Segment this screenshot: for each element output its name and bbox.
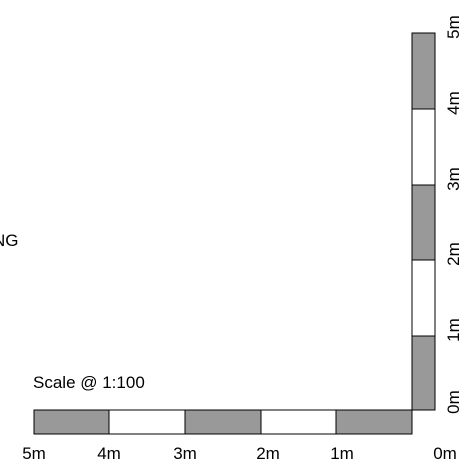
horizontal-scale-bar xyxy=(33,409,413,435)
vertical-scale-bar xyxy=(411,32,436,411)
right-label-1m: 1m xyxy=(444,318,463,342)
bottom-label-4m: 4m xyxy=(97,444,121,463)
right-tick-labels: 0m 1m 2m 3m 4m 5m xyxy=(444,15,463,414)
right-label-3m: 3m xyxy=(444,167,463,191)
bottom-label-3m: 3m xyxy=(173,444,197,463)
h-segment-5m-4m xyxy=(33,409,110,435)
scale-caption: Scale @ 1:100 xyxy=(33,373,145,392)
right-label-2m: 2m xyxy=(444,242,463,266)
h-segment-2m-1m xyxy=(260,409,337,435)
bottom-label-0m: 0m xyxy=(433,444,457,463)
v-segment-0m-1m xyxy=(411,335,436,411)
bottom-label-2m: 2m xyxy=(256,444,280,463)
v-segment-1m-2m xyxy=(411,259,436,337)
bottom-label-5m: 5m xyxy=(22,444,46,463)
bottom-tick-labels: 5m 4m 3m 2m 1m 0m xyxy=(22,444,457,463)
right-label-0m: 0m xyxy=(444,390,463,414)
v-segment-4m-5m xyxy=(411,32,436,110)
right-label-4m: 4m xyxy=(444,91,463,115)
v-segment-3m-4m xyxy=(411,108,436,186)
partial-north-label: NG xyxy=(0,231,19,250)
v-segment-2m-3m xyxy=(411,184,436,261)
h-segment-4m-3m xyxy=(108,409,186,435)
right-label-5m: 5m xyxy=(444,15,463,39)
bottom-label-1m: 1m xyxy=(330,444,354,463)
h-segment-3m-2m xyxy=(184,409,262,435)
h-segment-1m-0m xyxy=(335,409,413,435)
